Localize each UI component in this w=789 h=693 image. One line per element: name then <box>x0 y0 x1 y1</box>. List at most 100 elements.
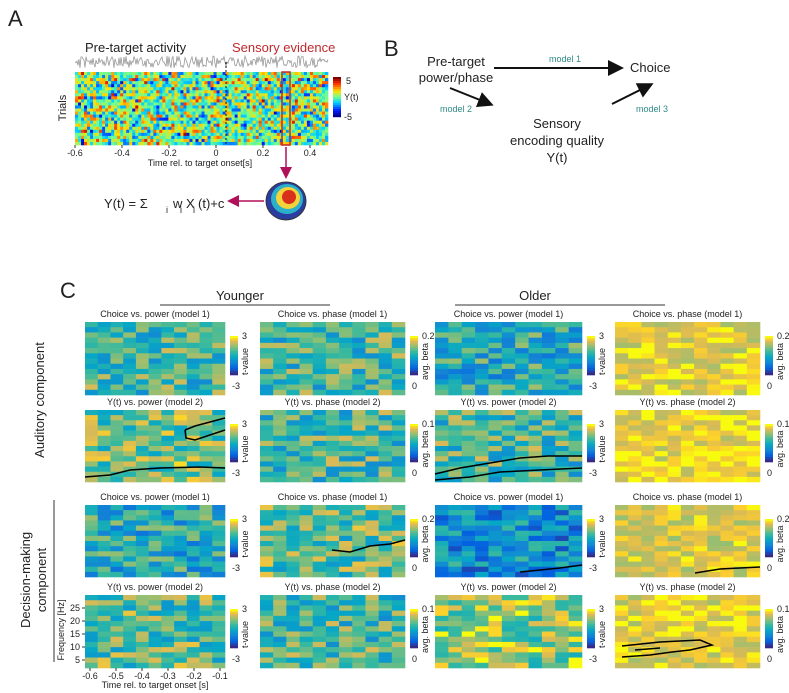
cell <box>183 72 187 76</box>
cell <box>391 595 406 601</box>
cell <box>746 430 761 437</box>
cell <box>240 138 244 143</box>
cell <box>210 84 214 88</box>
cell <box>162 90 166 94</box>
cell <box>365 322 379 328</box>
cell <box>219 108 223 112</box>
cell <box>147 132 151 137</box>
cell <box>192 93 196 97</box>
row-label: Decision-making <box>18 532 33 628</box>
cbar-cell <box>410 635 418 639</box>
cell <box>378 358 393 365</box>
cbar-cell <box>333 111 341 114</box>
cell <box>528 466 543 473</box>
cell <box>378 368 393 375</box>
cell <box>555 615 569 622</box>
cell <box>733 647 748 653</box>
cell <box>448 353 463 359</box>
cell <box>276 111 281 115</box>
cell <box>174 566 188 573</box>
cell <box>123 126 127 131</box>
cell <box>85 520 99 526</box>
cell <box>174 626 188 632</box>
cell <box>746 368 761 375</box>
cell <box>528 379 543 385</box>
cell <box>97 515 111 521</box>
cell <box>515 368 529 375</box>
cell <box>120 99 124 103</box>
cell <box>161 435 175 442</box>
cell <box>273 353 287 359</box>
cell <box>240 123 244 128</box>
cell <box>123 117 127 121</box>
cell <box>258 81 263 85</box>
cell <box>488 610 503 617</box>
cell <box>110 446 124 452</box>
cell <box>641 466 655 473</box>
cell <box>628 657 642 664</box>
cell <box>707 636 721 643</box>
cell <box>255 135 260 140</box>
cell <box>97 520 111 526</box>
cbar-cell <box>410 336 418 339</box>
cbar-cell <box>230 538 238 541</box>
cell <box>212 332 226 338</box>
cell <box>352 327 366 333</box>
cell <box>85 662 99 669</box>
cell <box>448 384 463 391</box>
cell <box>746 471 761 478</box>
cell <box>733 566 748 573</box>
cell <box>129 117 133 121</box>
cell <box>212 374 226 380</box>
cell <box>746 610 761 617</box>
cell <box>135 75 139 79</box>
cell <box>501 530 516 537</box>
cell <box>297 90 302 94</box>
cell <box>365 384 379 391</box>
cell <box>84 81 88 85</box>
cell <box>273 379 287 385</box>
cbar-cell <box>765 440 773 444</box>
cell <box>733 610 748 617</box>
cell <box>237 99 241 103</box>
cell <box>110 535 124 542</box>
cell <box>141 132 145 137</box>
plot-title: Choice vs. power (model 1) <box>454 492 564 502</box>
cell <box>93 111 97 115</box>
cell <box>365 415 379 421</box>
cell <box>159 84 163 88</box>
cell <box>568 636 583 643</box>
cell <box>105 111 109 115</box>
cbar-cell <box>230 643 238 646</box>
cell <box>174 551 188 557</box>
cell <box>615 636 629 643</box>
cell <box>123 430 137 437</box>
cell <box>212 471 226 478</box>
cell <box>97 610 111 617</box>
cell <box>120 78 124 82</box>
cell <box>461 389 476 396</box>
cell <box>641 430 655 437</box>
cell <box>135 566 149 573</box>
cell <box>325 363 340 370</box>
cell <box>615 605 629 611</box>
cell <box>628 348 642 354</box>
cell <box>174 647 188 653</box>
cell <box>273 420 287 426</box>
cell <box>501 525 516 532</box>
cell <box>475 621 489 627</box>
cell <box>111 135 115 140</box>
cbar-cell <box>587 547 595 551</box>
cell <box>628 652 642 658</box>
cell <box>267 114 272 118</box>
cell <box>475 389 489 396</box>
cell <box>276 93 281 97</box>
cell <box>306 126 311 131</box>
cell <box>352 363 366 370</box>
cell <box>159 132 163 137</box>
cell <box>528 525 543 532</box>
cbar-max: 3 <box>242 419 247 429</box>
cell <box>352 510 366 516</box>
cell <box>201 108 205 112</box>
cell <box>667 327 682 333</box>
